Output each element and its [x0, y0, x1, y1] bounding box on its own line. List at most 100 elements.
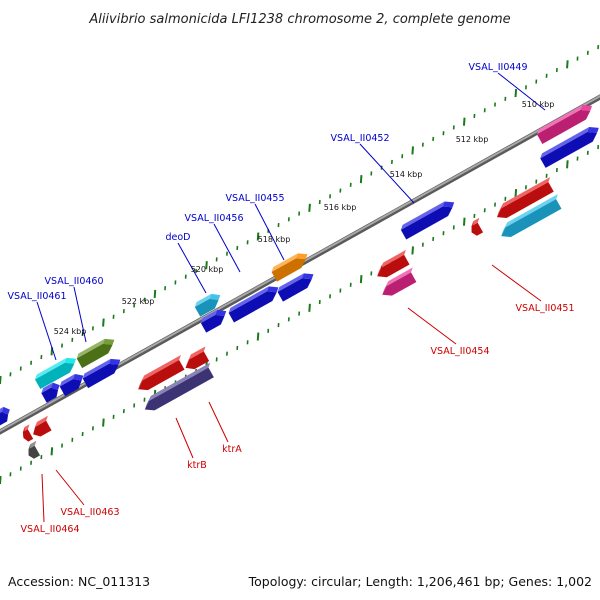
tick-label: 512 kbp — [456, 135, 489, 144]
gene-block-blue — [200, 309, 227, 333]
leader-line — [55, 469, 85, 506]
lower-ruler-tick — [359, 275, 363, 284]
block-head — [382, 281, 389, 295]
gene-block-blue — [277, 273, 314, 302]
gene-block-blue — [400, 201, 455, 240]
upper-ruler-tick — [153, 289, 157, 298]
block-front — [138, 360, 185, 391]
gene-label-reverse: VSAL_II0464 — [20, 524, 79, 535]
lower-ruler-tick — [102, 418, 105, 427]
block-front — [228, 291, 277, 323]
upper-ruler-tick — [566, 60, 569, 69]
upper-ruler-tick — [308, 203, 311, 212]
tick-label: 510 kbp — [522, 100, 555, 109]
block-top — [537, 104, 583, 135]
gene-label-forward: VSAL_II0460 — [44, 276, 103, 287]
upper-ruler-tick — [102, 318, 105, 327]
block-top — [200, 309, 218, 324]
block-top — [271, 253, 298, 272]
block-head — [215, 309, 227, 317]
label-leaders — [36, 72, 546, 523]
gene-block-blue — [41, 382, 60, 403]
leader-line — [254, 203, 285, 261]
tick-label: 514 kbp — [390, 170, 423, 179]
gene-block-red — [185, 346, 210, 370]
block-top — [59, 374, 75, 387]
lower-ruler-tick — [50, 447, 54, 456]
lower-ruler-tick — [514, 188, 518, 198]
block-front — [22, 429, 34, 442]
gene-label-reverse: VSAL_II0454 — [430, 346, 489, 357]
block-top — [34, 357, 67, 380]
block-front — [185, 351, 210, 370]
block-top — [35, 415, 48, 427]
block-top — [0, 406, 4, 413]
upper-ruler-tick — [411, 146, 414, 155]
block-head — [1, 406, 10, 415]
block-front — [377, 254, 410, 278]
leader-line — [213, 223, 241, 273]
gene-block-gray — [28, 440, 41, 459]
gene-block-blue — [0, 406, 10, 426]
block-head — [296, 253, 308, 260]
gene-label-forward: VSAL_II0455 — [225, 193, 284, 204]
gene-label-reverse: VSAL_II0463 — [60, 507, 119, 518]
genome-summary-text: Topology: circular; Length: 1,206,461 bp… — [248, 574, 592, 589]
gene-label-forward: VSAL_II0452 — [330, 133, 389, 144]
gene-block-red — [22, 424, 34, 442]
block-front — [271, 258, 306, 282]
block-top — [277, 273, 304, 292]
block-top — [501, 177, 551, 209]
block-front — [59, 379, 82, 397]
gene-label-forward: VSAL_II0449 — [468, 62, 527, 73]
gene-block-aqua — [34, 357, 77, 390]
lower-ruler-tick — [308, 303, 311, 312]
leader-line — [497, 72, 546, 111]
block-front — [34, 362, 75, 390]
gene-block-blue — [82, 358, 121, 389]
gene-label-reverse: VSAL_II0451 — [515, 303, 574, 314]
block-top — [228, 286, 269, 313]
block-front — [537, 109, 591, 144]
block-front — [144, 367, 214, 411]
block-head — [580, 104, 593, 111]
block-front — [33, 420, 52, 437]
block-top — [149, 362, 211, 401]
gene-block-slate — [144, 362, 214, 411]
block-front — [200, 314, 225, 333]
gene-block-red — [138, 355, 185, 391]
block-front — [382, 272, 417, 296]
block-head — [108, 358, 121, 365]
lower-ruler-tick — [566, 160, 569, 169]
labels: 510 kbp 512 kbp 514 kbp 516 kbp 518 kbp 520 k… — [7, 62, 574, 535]
gene-block-red — [33, 415, 52, 437]
gene-block-blue — [228, 286, 279, 323]
gene-label-forward: VSAL_II0461 — [7, 291, 66, 302]
tick-label: 516 kbp — [324, 203, 357, 212]
block-head — [144, 395, 151, 410]
block-top — [400, 201, 445, 230]
gene-block-red — [496, 177, 554, 219]
block-front — [400, 206, 453, 240]
leader-line — [359, 143, 415, 204]
block-front — [540, 131, 598, 168]
lower-ruler-tick — [411, 246, 414, 255]
block-front — [0, 411, 9, 426]
gene-label-forward: deoD — [165, 232, 190, 243]
upper-ruler-tick — [0, 375, 2, 385]
tick-label: 522 kbp — [122, 297, 155, 306]
upper-ruler-tick — [514, 88, 518, 98]
block-top — [82, 358, 111, 379]
block-top — [76, 338, 105, 359]
block-front — [194, 298, 219, 317]
tick-label: 524 kbp — [54, 327, 87, 336]
gene-blocks — [0, 104, 599, 459]
block-front — [501, 199, 562, 237]
block-top — [386, 267, 413, 287]
gene-block-cyan — [501, 194, 562, 237]
gene-block-orange — [271, 253, 308, 282]
block-top — [505, 194, 558, 228]
block-head — [501, 222, 508, 237]
block-top — [189, 346, 206, 360]
gene-block-blue — [540, 126, 599, 168]
